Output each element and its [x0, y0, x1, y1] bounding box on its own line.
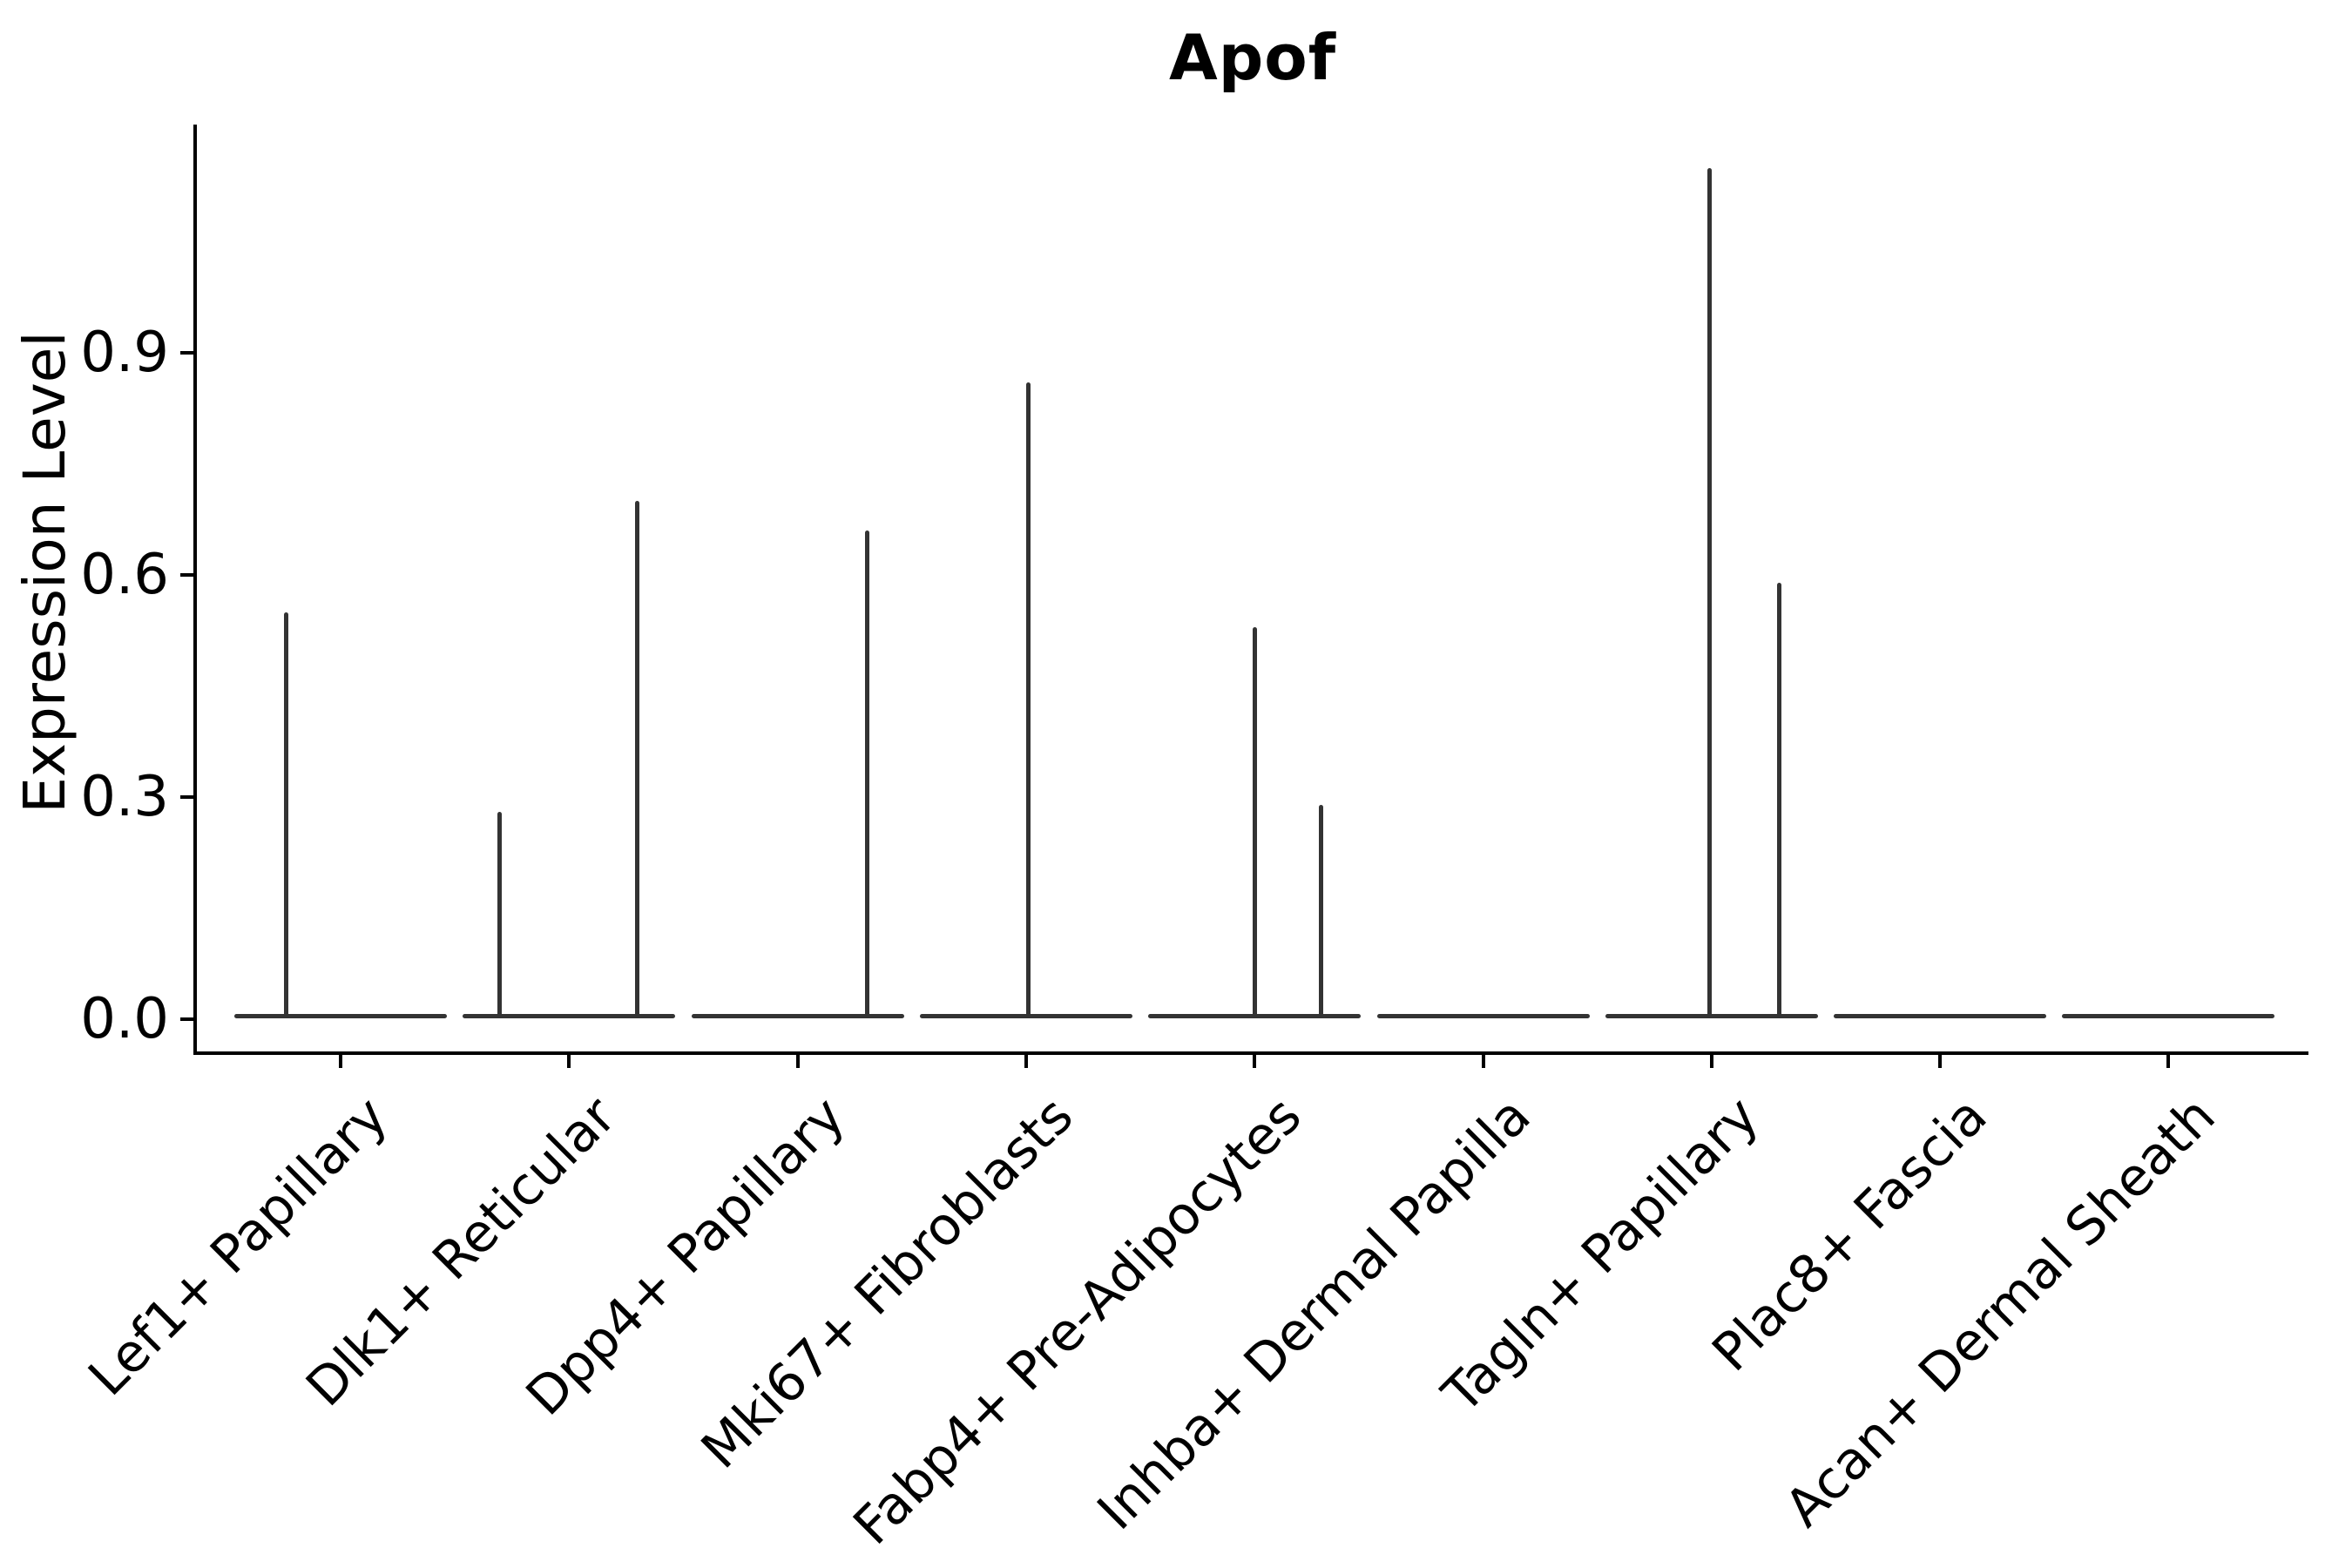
violin-baseline [691, 1013, 904, 1018]
chart-title: Apof [1168, 21, 1337, 94]
violin-baseline [2062, 1013, 2275, 1018]
y-axis-spine [193, 125, 197, 1055]
violin-spike [497, 812, 502, 1017]
x-tickmark [567, 1055, 571, 1068]
y-tick-label: 0.9 [80, 321, 169, 385]
y-tick-label: 0.3 [80, 765, 169, 829]
y-tickmark [180, 1017, 193, 1021]
x-tickmark [1938, 1055, 1943, 1068]
x-tickmark [339, 1055, 342, 1068]
x-tickmark [1709, 1055, 1713, 1068]
violin-spike [1026, 382, 1031, 1017]
violin-baseline [234, 1013, 447, 1018]
x-tickmark [1024, 1055, 1028, 1068]
violin-spike [1777, 582, 1782, 1017]
x-axis-spine [193, 1051, 2308, 1055]
x-tickmark [795, 1055, 800, 1068]
x-tick-label-anchor: Acan+ Dermal Sheath [1522, 1085, 2227, 1539]
y-tickmark [180, 573, 193, 577]
x-tickmark [2166, 1055, 2171, 1068]
y-tick-label: 0.6 [80, 543, 169, 607]
violin-spike [865, 531, 870, 1017]
violin-baseline [1376, 1013, 1590, 1018]
y-tickmark [180, 795, 193, 799]
violin-spike [634, 501, 639, 1017]
violin-baseline [463, 1013, 676, 1018]
violin-spike [1707, 167, 1713, 1017]
violin-spike [283, 612, 288, 1017]
x-tickmark [1253, 1055, 1257, 1068]
violin-spike [1318, 804, 1323, 1017]
violin-spike [1252, 626, 1257, 1017]
x-tickmark [1481, 1055, 1485, 1068]
y-tick-label: 0.0 [80, 987, 169, 1051]
violin-baseline [919, 1013, 1132, 1018]
violin-baseline [1834, 1013, 2047, 1018]
y-tickmark [180, 351, 193, 355]
